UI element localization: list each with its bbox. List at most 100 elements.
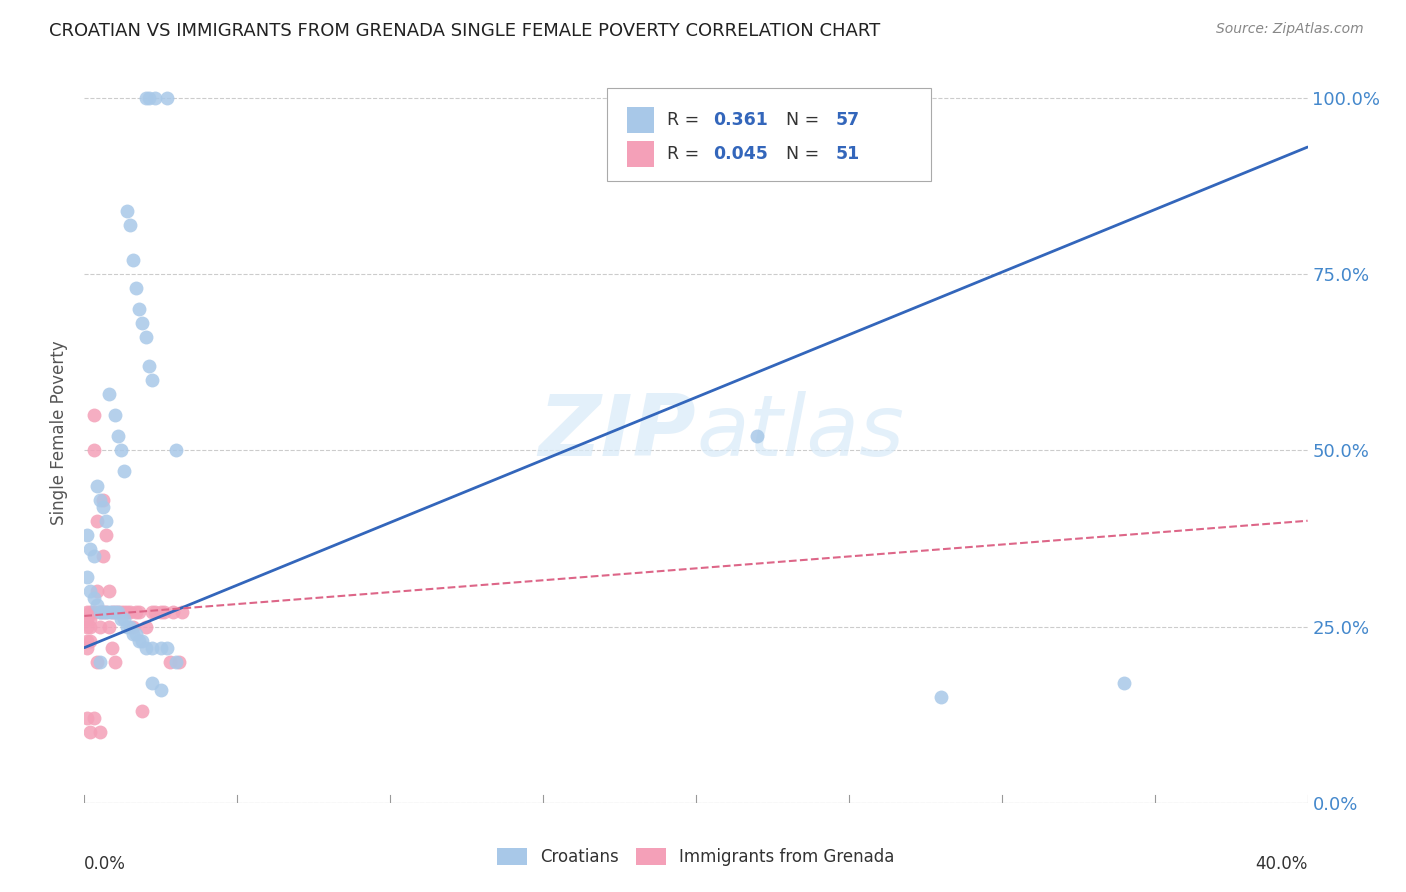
Point [120,619,142,633]
Point [83,591,105,606]
Text: 40.0%: 40.0% [1256,855,1308,872]
Point [94,606,117,620]
Text: R =: R = [666,145,704,163]
Point [76,711,98,725]
Point [91,606,114,620]
Point [91,549,114,563]
Point [104,606,127,620]
Text: CROATIAN VS IMMIGRANTS FROM GRENADA SINGLE FEMALE POVERTY CORRELATION CHART: CROATIAN VS IMMIGRANTS FROM GRENADA SING… [49,22,880,40]
Point [89,492,111,507]
Point [131,316,153,330]
Point [94,606,117,620]
Point [143,606,166,620]
Text: 0.045: 0.045 [713,145,768,163]
Point [135,330,157,344]
Point [128,633,150,648]
Point [91,606,114,620]
Point [110,606,132,620]
Text: ZIP: ZIP [538,391,696,475]
Point [122,252,145,267]
Point [112,464,135,478]
Point [138,359,160,373]
Point [167,655,190,669]
Point [138,91,160,105]
Point [125,626,148,640]
Point [141,606,163,620]
Point [104,408,127,422]
Point [104,606,127,620]
Point [156,91,179,105]
Point [89,606,111,620]
Point [83,711,105,725]
Point [86,514,108,528]
Point [125,281,148,295]
Point [86,478,108,492]
Point [149,606,172,620]
Point [120,606,142,620]
Point [115,203,138,218]
Point [94,528,117,542]
Point [149,640,172,655]
Point [79,725,101,739]
Point [76,640,98,655]
Point [83,606,105,620]
Point [76,612,98,626]
Point [122,619,145,633]
Point [76,570,98,584]
Point [141,640,163,655]
Point [97,606,120,620]
Point [128,302,150,317]
Point [141,676,163,690]
Point [141,373,163,387]
Point [131,633,153,648]
Point [110,443,132,458]
Point [107,606,129,620]
Text: 57: 57 [835,112,859,129]
Point [112,606,135,620]
Point [86,655,108,669]
Point [172,606,194,620]
Point [79,606,101,620]
Point [135,91,157,105]
Point [128,606,150,620]
Point [79,541,101,556]
Point [86,599,108,613]
Point [97,584,120,599]
Point [1114,676,1136,690]
Point [97,619,120,633]
FancyBboxPatch shape [627,107,654,133]
Point [86,584,108,599]
Point [107,606,129,620]
Point [94,514,117,528]
Text: 51: 51 [835,145,859,163]
Text: Source: ZipAtlas.com: Source: ZipAtlas.com [1216,22,1364,37]
Point [89,655,111,669]
Point [122,626,145,640]
Point [76,633,98,648]
Point [101,640,124,655]
Text: 0.0%: 0.0% [84,855,127,872]
Point [89,606,111,620]
Point [125,606,148,620]
Point [104,655,127,669]
FancyBboxPatch shape [627,141,654,167]
Point [747,429,769,443]
Point [83,549,105,563]
Point [76,528,98,542]
Point [79,612,101,626]
Point [83,408,105,422]
Point [153,606,176,620]
Point [143,91,166,105]
FancyBboxPatch shape [606,88,931,181]
Text: R =: R = [666,112,704,129]
Point [135,619,157,633]
Point [159,655,181,669]
Point [97,387,120,401]
Point [79,584,101,599]
Point [131,704,153,718]
Text: 0.361: 0.361 [713,112,768,129]
Text: N =: N = [786,145,825,163]
Point [83,443,105,458]
Point [91,500,114,514]
Point [79,619,101,633]
